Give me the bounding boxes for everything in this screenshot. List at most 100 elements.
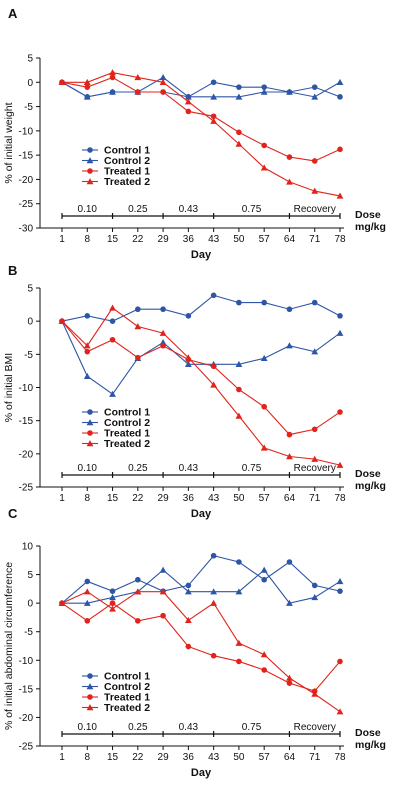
data-point bbox=[286, 154, 293, 160]
data-point bbox=[134, 323, 142, 330]
y-tick-label: 10 bbox=[22, 542, 34, 553]
data-point bbox=[84, 578, 91, 585]
data-point bbox=[260, 354, 268, 362]
x-tick-label: 1 bbox=[59, 234, 65, 245]
series-line bbox=[61, 76, 341, 162]
y-tick-label: 5 bbox=[27, 570, 33, 581]
data-point bbox=[159, 588, 167, 595]
data-point bbox=[311, 299, 318, 306]
data-point bbox=[286, 680, 293, 686]
data-point bbox=[337, 94, 343, 100]
data-point bbox=[311, 455, 319, 462]
data-point bbox=[336, 578, 344, 585]
data-point bbox=[236, 129, 242, 136]
data-point bbox=[84, 618, 91, 624]
y-tick-label: -15 bbox=[19, 684, 34, 695]
x-tick-label: 15 bbox=[107, 234, 119, 245]
dose-segment-label: 0.25 bbox=[128, 204, 148, 215]
x-tick-label: 78 bbox=[334, 234, 346, 245]
legend-label: Treated 2 bbox=[104, 176, 150, 188]
legend-label: Control 2 bbox=[104, 155, 150, 167]
series-control-1 bbox=[59, 552, 343, 606]
series-line bbox=[62, 569, 341, 604]
data-point bbox=[261, 576, 267, 583]
dose-segment-label: 0.10 bbox=[78, 204, 98, 215]
legend-marker bbox=[87, 694, 93, 700]
data-point bbox=[286, 178, 293, 185]
legend-marker bbox=[87, 430, 93, 436]
x-tick-label: 29 bbox=[158, 493, 170, 504]
data-point bbox=[109, 304, 116, 311]
data-point bbox=[336, 708, 344, 715]
data-point bbox=[261, 84, 267, 90]
legend-label: Treated 2 bbox=[104, 702, 150, 714]
legend-label: Control 2 bbox=[104, 417, 150, 429]
data-point bbox=[184, 360, 192, 368]
series-line bbox=[61, 320, 341, 436]
data-point bbox=[135, 618, 141, 624]
y-tick-label: -10 bbox=[19, 126, 34, 137]
y-tick-label: -5 bbox=[24, 350, 33, 361]
data-point bbox=[109, 605, 116, 612]
data-point bbox=[83, 599, 91, 606]
x-axis-label: Day bbox=[191, 249, 212, 261]
data-point bbox=[235, 639, 243, 646]
legend-label: Control 2 bbox=[104, 681, 150, 693]
data-point bbox=[260, 164, 268, 171]
x-axis-label: Day bbox=[191, 767, 212, 779]
x-tick-label: 71 bbox=[309, 493, 321, 504]
dose-segment-label: 0.75 bbox=[242, 722, 262, 733]
series-line bbox=[61, 307, 341, 466]
series-control-1 bbox=[59, 292, 343, 324]
data-point bbox=[84, 313, 91, 319]
dose-segment-label: Recovery bbox=[294, 722, 336, 733]
data-point bbox=[58, 599, 66, 606]
panel-label: C bbox=[8, 506, 18, 521]
data-point bbox=[286, 306, 293, 313]
dose-segment-label: 0.43 bbox=[179, 463, 199, 474]
data-point bbox=[337, 409, 343, 415]
dose-segment-label: 0.75 bbox=[242, 204, 262, 215]
data-point bbox=[83, 93, 91, 100]
legend-label: Treated 1 bbox=[104, 166, 150, 178]
data-point bbox=[184, 93, 192, 100]
data-point bbox=[109, 74, 116, 81]
legend-label: Control 1 bbox=[104, 145, 150, 157]
data-point bbox=[185, 643, 192, 650]
x-tick-label: 36 bbox=[183, 234, 195, 245]
legend-label: Control 1 bbox=[104, 671, 150, 683]
y-tick-label: 0 bbox=[27, 317, 33, 328]
y-tick-label: -15 bbox=[19, 416, 34, 427]
data-point bbox=[58, 78, 66, 86]
x-tick-label: 22 bbox=[132, 493, 144, 504]
data-point bbox=[337, 146, 343, 153]
dose-segment-label: Recovery bbox=[294, 204, 336, 215]
x-tick-label: 15 bbox=[107, 493, 119, 504]
data-point bbox=[286, 599, 293, 606]
data-point bbox=[109, 318, 116, 324]
x-tick-label: 78 bbox=[334, 752, 346, 763]
series-line bbox=[61, 591, 341, 713]
legend-marker bbox=[86, 178, 94, 185]
series-line bbox=[61, 81, 341, 98]
y-tick-label: -15 bbox=[19, 151, 34, 162]
data-point bbox=[83, 372, 91, 379]
dose-label: Dose bbox=[355, 727, 381, 739]
data-point bbox=[311, 594, 319, 601]
data-point bbox=[135, 89, 141, 95]
data-point bbox=[210, 363, 217, 370]
data-point bbox=[236, 386, 242, 393]
series-line bbox=[61, 320, 341, 395]
x-tick-label: 50 bbox=[233, 752, 245, 763]
legend-marker bbox=[86, 157, 94, 164]
data-point bbox=[84, 348, 91, 355]
legend-marker bbox=[87, 147, 93, 153]
data-point bbox=[109, 588, 116, 594]
data-point bbox=[337, 588, 343, 594]
x-tick-label: 43 bbox=[208, 234, 220, 245]
legend-label: Treated 1 bbox=[104, 428, 150, 440]
y-tick-label: 5 bbox=[27, 54, 33, 65]
series-treated-1 bbox=[59, 74, 343, 164]
dose-segment-label: 0.43 bbox=[179, 204, 199, 215]
